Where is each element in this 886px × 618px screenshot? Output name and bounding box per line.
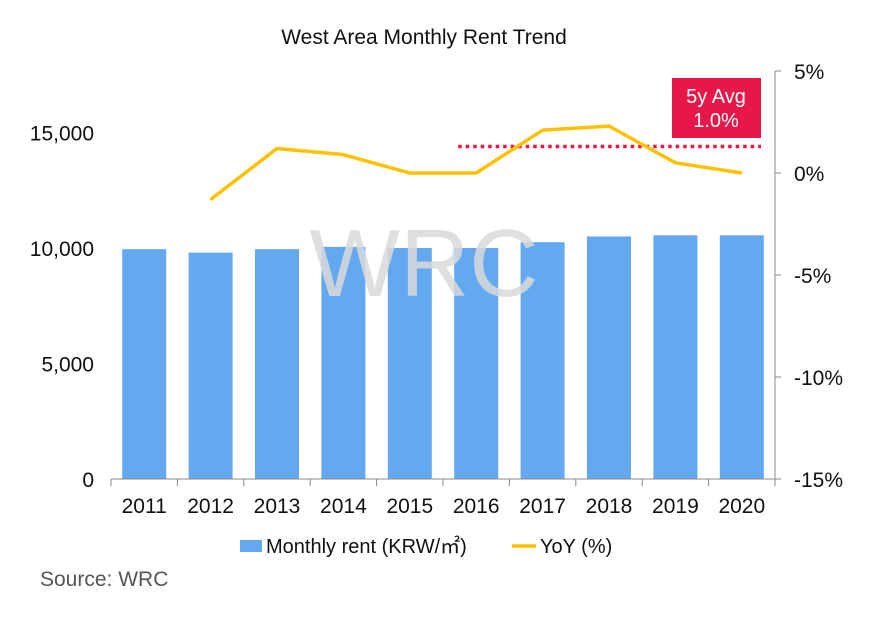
y-left-tick-label: 5,000 — [41, 354, 94, 377]
x-tick-label-2016: 2016 — [453, 495, 500, 518]
bar-2020 — [719, 235, 764, 479]
yoy-point-2014 — [342, 154, 344, 156]
y-right-tick-label: 5% — [794, 61, 824, 84]
bar-2011 — [122, 249, 167, 479]
bar-2018 — [587, 236, 631, 479]
legend-label-rent: Monthly rent (KRW/㎡) — [266, 534, 467, 558]
yoy-line — [209, 124, 743, 201]
watermark: WRC — [309, 210, 538, 317]
x-tick-label-2013: 2013 — [254, 495, 301, 518]
x-tick-label-2012: 2012 — [187, 495, 234, 518]
x-tick-label-2014: 2014 — [320, 495, 367, 518]
avg-label-line1: 5y Avg — [686, 86, 746, 108]
bar-2019 — [653, 235, 698, 479]
avg-label-line2: 1.0% — [693, 110, 739, 132]
y-left-tick-label: 10,000 — [30, 238, 94, 261]
avg-label-box — [672, 78, 761, 138]
yoy-point-2020 — [741, 172, 743, 174]
x-tick-label-2011: 2011 — [122, 495, 167, 518]
legend-label-yoy: YoY (%) — [540, 536, 612, 558]
bar-2014 — [321, 246, 366, 479]
x-tick-label-2015: 2015 — [386, 495, 433, 518]
yoy-point-2018 — [608, 125, 610, 127]
yoy-point-2016 — [475, 172, 477, 174]
legend-swatch-rent — [240, 540, 262, 552]
y-left-tick-label: 0 — [82, 469, 94, 492]
yoy-point-2012 — [210, 199, 212, 201]
yoy-point-2013 — [276, 148, 278, 150]
chart-title: West Area Monthly Rent Trend — [281, 26, 567, 49]
bar-2013 — [255, 249, 299, 479]
y-left-tick-label: 15,000 — [30, 123, 94, 146]
y-right-tick-label: 0% — [794, 163, 824, 186]
x-tick-label-2017: 2017 — [519, 495, 566, 518]
source-note: Source: WRC — [40, 568, 169, 591]
yoy-point-2015 — [409, 172, 411, 174]
y-right-tick-label: -15% — [794, 469, 843, 492]
yoy-point-2019 — [674, 162, 676, 164]
x-tick-label-2018: 2018 — [586, 495, 633, 518]
x-tick-label-2019: 2019 — [652, 495, 699, 518]
bar-2012 — [188, 252, 233, 479]
bar-2015 — [387, 248, 432, 479]
bar-2017 — [520, 242, 565, 479]
x-tick-label-2020: 2020 — [718, 495, 765, 518]
bar-2016 — [454, 248, 499, 479]
yoy-point-2017 — [542, 129, 544, 131]
y-right-tick-label: -5% — [794, 265, 831, 288]
y-right-tick-label: -10% — [794, 367, 843, 390]
